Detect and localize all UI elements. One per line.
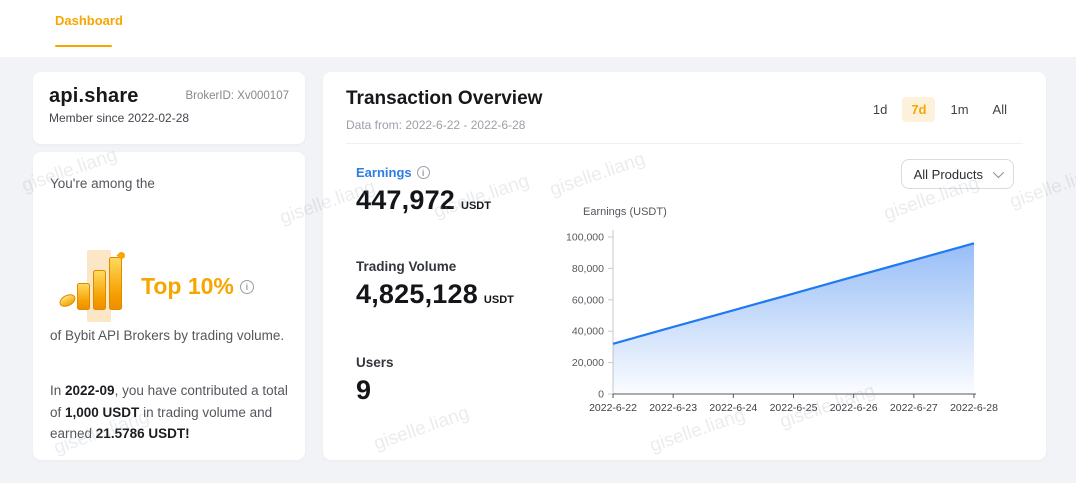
svg-text:80,000: 80,000 [572,263,604,275]
earnings-label: Earnings [356,165,491,180]
svg-text:2022-6-25: 2022-6-25 [770,402,818,414]
earnings-area-chart: Earnings (USDT) 0 20,000 40,000 60,000 80,000… [561,200,1041,424]
earnings-info-icon[interactable] [416,166,430,179]
broker-name: api.share [49,85,139,107]
overview-title: Transaction Overview [346,88,543,109]
users-label: Users [356,355,394,370]
contribution-month: 2022-09 [65,383,115,398]
product-filter-value: All Products [913,166,983,182]
rank-info-icon[interactable] [239,280,254,295]
broker-profile-card: api.share BrokerID: Xv000107 Member sinc… [33,72,305,144]
svg-text:20,000: 20,000 [572,357,604,369]
trading-volume-unit: USDT [483,294,514,306]
svg-text:2022-6-26: 2022-6-26 [830,402,878,414]
time-range-selector: 1d 7d 1m All [864,97,1016,122]
broker-rank-card: You're among the Top 10% of Bybit API Br… [33,152,305,460]
broker-id: BrokerID: Xv000107 [185,90,289,102]
stat-trading-volume: Trading Volume 4,825,128 USDT [356,259,514,310]
svg-text:2022-6-27: 2022-6-27 [890,402,938,414]
svg-text:0: 0 [598,389,604,401]
range-1d-button[interactable]: 1d [872,102,888,117]
overview-date-range: Data from: 2022-6-22 - 2022-6-28 [346,118,526,132]
stat-users: Users 9 [356,355,394,406]
svg-text:100,000: 100,000 [566,232,604,244]
earnings-chart-svg: Earnings (USDT) 0 20,000 40,000 60,000 80,000… [566,206,998,414]
range-1m-button[interactable]: 1m [950,102,969,117]
bar-chart-trophy-icon [55,250,127,322]
trading-volume-value: 4,825,128 [356,279,478,309]
range-all-button[interactable]: All [992,102,1007,117]
tab-dashboard[interactable]: Dashboard [55,13,123,28]
coin-icon [57,291,78,310]
header-divider [346,143,1023,144]
tab-active-indicator [55,45,112,47]
trading-volume-label: Trading Volume [356,259,457,274]
range-7d-button[interactable]: 7d [902,97,936,122]
svg-text:2022-6-28: 2022-6-28 [950,402,998,414]
product-filter-dropdown[interactable]: All Products [900,159,1014,189]
stat-earnings: Earnings 447,972 USDT [356,165,491,216]
svg-text:2022-6-22: 2022-6-22 [589,402,637,414]
rank-intro-text: You're among the [50,176,155,191]
svg-text:60,000: 60,000 [572,294,604,306]
svg-text:2022-6-23: 2022-6-23 [649,402,697,414]
top-navigation-bar: Dashboard [0,0,1076,57]
contribution-volume: 1,000 USDT [65,404,140,420]
svg-text:Earnings (USDT): Earnings (USDT) [583,206,667,218]
contribution-summary: In 2022-09, you have contributed a total… [50,383,288,442]
rank-percentile: Top 10% [141,273,254,300]
svg-text:2022-6-24: 2022-6-24 [709,402,757,414]
users-value: 9 [356,375,372,405]
contribution-earned: 21.5786 USDT! [95,426,190,442]
rank-description: of Bybit API Brokers by trading volume. [50,328,285,343]
chevron-down-icon [992,166,1005,179]
member-since-text: Member since 2022-02-28 [49,111,190,125]
transaction-overview-card: Transaction Overview Data from: 2022-6-2… [323,72,1046,460]
earnings-value: 447,972 [356,185,455,215]
earnings-unit: USDT [461,200,491,212]
svg-text:40,000: 40,000 [572,326,604,338]
